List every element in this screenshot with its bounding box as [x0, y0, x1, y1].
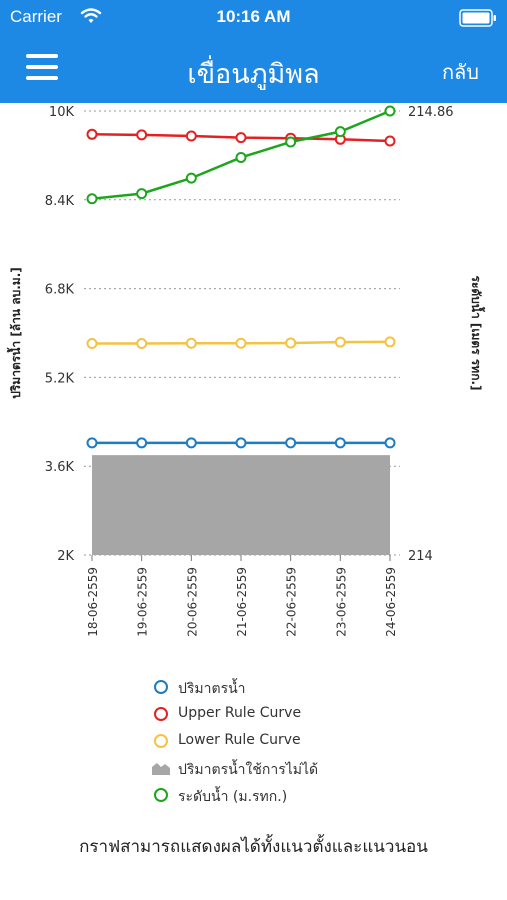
- y-left-tick-label: 6.8K: [45, 283, 75, 298]
- y-right-tick-label: 214.86: [408, 105, 454, 120]
- legend-area-icon: [152, 763, 170, 775]
- status-bar: Carrier 10:16 AM: [0, 0, 507, 36]
- data-point-level: [136, 188, 148, 200]
- legend-item[interactable]: ปริมาตรน้ำ: [150, 674, 480, 701]
- y-right-tick-label: 214: [408, 549, 433, 564]
- y-left-tick-label: 2K: [57, 549, 74, 564]
- legend-item[interactable]: Upper Rule Curve: [150, 701, 480, 728]
- y-left-tick-label: 3.6K: [45, 460, 75, 475]
- data-point-volume: [285, 437, 297, 449]
- legend-circle-icon: [154, 734, 168, 748]
- data-point-level: [86, 193, 98, 205]
- water-chart: 2K 3.6K 5.2K 6.8K 8.4K 10K 214 214.86 ปริมาตรน้ำ…: [6, 105, 486, 637]
- legend-label: Lower Rule Curve: [178, 732, 301, 748]
- legend-item[interactable]: Lower Rule Curve: [150, 728, 480, 755]
- y-left-tick-label: 5.2K: [45, 371, 75, 386]
- data-point-lower: [185, 337, 197, 349]
- data-point-lower: [235, 337, 247, 349]
- legend-circle-icon: [154, 788, 168, 802]
- legend-label: ระดับน้ำ (ม.รทก.): [178, 789, 288, 805]
- data-point-upper: [185, 130, 197, 142]
- data-point-lower: [136, 338, 148, 350]
- x-tick-label: 22-06-2559: [285, 567, 299, 637]
- orientation-note: กราฟสามารถแสดงผลได้ทั้งแนวตั้งและแนวนอน: [79, 837, 428, 857]
- legend-circle-icon: [154, 707, 168, 721]
- data-point-upper: [384, 135, 396, 147]
- data-point-volume: [185, 437, 197, 449]
- wifi-icon: [80, 8, 102, 23]
- chart-legend: ปริมาตรน้ำ Upper Rule Curve Lower Rule Cur…: [150, 674, 480, 809]
- legend-label: ปริมาตรน้ำ: [178, 681, 246, 697]
- data-point-level: [185, 172, 197, 184]
- data-point-level: [334, 126, 346, 138]
- y-left-tick-label: 8.4K: [45, 194, 75, 209]
- data-point-upper: [235, 132, 247, 144]
- x-tick-label: 20-06-2559: [185, 567, 199, 637]
- battery-icon: [459, 9, 496, 27]
- x-tick-label: 19-06-2559: [136, 567, 150, 637]
- data-point-volume: [334, 437, 346, 449]
- data-point-lower: [86, 338, 98, 350]
- legend-label: Upper Rule Curve: [178, 705, 302, 721]
- data-point-volume: [136, 437, 148, 449]
- legend-label: ปริมาตรน้ำใช้การไม่ได้: [178, 762, 319, 778]
- data-point-volume: [235, 437, 247, 449]
- y-left-axis-title: ปริมาตรน้ำ [ล้าน ลบ.ม.]: [6, 267, 23, 399]
- data-point-upper: [136, 129, 148, 141]
- data-point-lower: [334, 336, 346, 348]
- legend-item[interactable]: ระดับน้ำ (ม.รทก.): [150, 782, 480, 809]
- x-tick-label: 21-06-2559: [235, 567, 249, 637]
- data-point-lower: [285, 337, 297, 349]
- data-point-lower: [384, 336, 396, 348]
- data-point-level: [384, 105, 396, 117]
- x-tick-label: 18-06-2559: [86, 567, 100, 637]
- unusable-volume-area: [92, 455, 390, 555]
- y-right-axis-title: ระดับน้ำ [เมตร รทก.]: [469, 276, 486, 391]
- nav-bar: เขื่อนภูมิพล กลับ: [0, 36, 507, 103]
- data-point-level: [285, 136, 297, 148]
- data-point-upper: [86, 128, 98, 140]
- status-time: 10:16 AM: [216, 7, 291, 26]
- hamburger-menu-icon[interactable]: [22, 50, 62, 84]
- legend-circle-icon: [154, 680, 168, 694]
- x-tick-label: 24-06-2559: [384, 567, 398, 637]
- back-button[interactable]: กลับ: [441, 60, 479, 84]
- carrier-label: Carrier: [10, 7, 62, 26]
- data-point-volume: [86, 437, 98, 449]
- x-tick-label: 23-06-2559: [334, 567, 348, 637]
- page-title: เขื่อนภูมิพล: [187, 59, 320, 90]
- legend-item[interactable]: ปริมาตรน้ำใช้การไม่ได้: [150, 755, 480, 782]
- app-header: Carrier 10:16 AM เขื่อนภูมิพล กลับ: [0, 0, 507, 103]
- data-point-level: [235, 151, 247, 163]
- data-point-volume: [384, 437, 396, 449]
- y-left-tick-label: 10K: [49, 105, 75, 120]
